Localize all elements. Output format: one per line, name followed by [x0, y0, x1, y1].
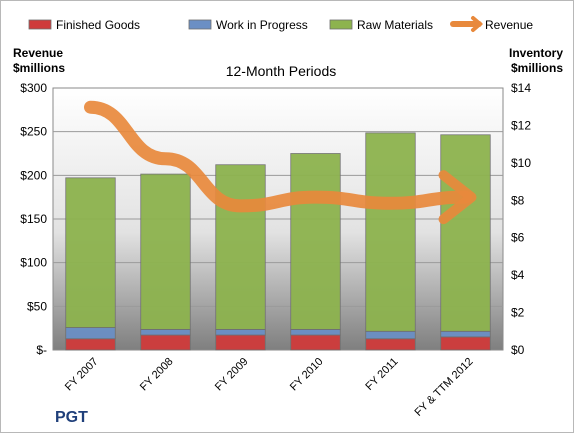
legend-arrow-icon [471, 16, 484, 32]
bar-segment-raw-materials [290, 153, 341, 330]
category-label: FY 2007 [63, 356, 101, 394]
left-axis-title-line2: $millions [13, 61, 65, 75]
bar-segment-work-in-progress [65, 327, 116, 340]
category-label: FY 2008 [138, 356, 176, 394]
right-tick-label: $6 [511, 231, 525, 245]
left-axis-title-line1: Revenue [13, 46, 63, 60]
chart-title: 12-Month Periods [226, 63, 337, 79]
company-label: PGT [55, 409, 88, 426]
category-labels: FY 2007 FY 2008 FY 2009 FY 2010 FY 2011 FY & … [63, 356, 476, 419]
bar-segment-raw-materials [140, 173, 191, 330]
right-tick-label: $2 [511, 306, 525, 320]
right-axis-ticks: $0 $2 $4 $6 $8 $10 $12 $14 [511, 81, 531, 357]
bar-segment-finished-goods [365, 338, 416, 351]
bar-segment-work-in-progress [365, 330, 416, 340]
bar-segment-finished-goods [215, 334, 266, 351]
legend-swatch-raw-materials [329, 19, 353, 30]
revenue-arrowhead [438, 170, 477, 225]
bar-segment-work-in-progress [440, 330, 491, 338]
right-tick-label: $8 [511, 193, 525, 207]
legend-label-raw-materials: Raw Materials [357, 18, 433, 32]
revenue-line [84, 100, 477, 225]
category-label: FY & TTM 2012 [413, 356, 476, 419]
right-tick-label: $0 [511, 343, 525, 357]
left-tick-label: $200 [20, 168, 47, 182]
right-tick-label: $12 [511, 118, 531, 132]
bar-segment-finished-goods [140, 334, 191, 351]
legend-label-finished-goods: Finished Goods [56, 18, 140, 32]
gridlines [53, 131, 503, 307]
bar-segment-finished-goods [290, 334, 341, 351]
right-tick-label: $4 [511, 268, 525, 282]
legend-label-revenue: Revenue [485, 18, 533, 32]
category-label: FY 2009 [213, 356, 251, 394]
bar-segment-work-in-progress [290, 329, 341, 336]
left-tick-label: $250 [20, 125, 47, 139]
left-tick-label: $50 [27, 299, 47, 313]
legend-swatch-finished-goods [28, 19, 52, 30]
bar-segment-raw-materials [440, 134, 491, 332]
legend: Finished Goods Work in Progress Raw Materi… [28, 16, 533, 32]
bar-segment-raw-materials [365, 132, 416, 332]
left-tick-label: $100 [20, 256, 47, 270]
left-axis-ticks: $- $50 $100 $150 $200 $250 $300 [20, 81, 47, 357]
bar-segment-work-in-progress [215, 329, 266, 336]
right-axis-title-line2: $millions [511, 61, 563, 75]
revenue-line-path [84, 100, 472, 213]
bar-stacks [65, 132, 491, 351]
bar-segment-work-in-progress [140, 329, 191, 336]
bar-segment-finished-goods [440, 336, 491, 351]
right-tick-label: $14 [511, 81, 531, 95]
left-tick-label: $150 [20, 212, 47, 226]
right-axis-title-line1: Inventory [509, 46, 563, 60]
category-label: FY 2011 [363, 356, 400, 393]
bar-segment-finished-goods [65, 338, 116, 351]
left-tick-label: $300 [20, 81, 47, 95]
bar-segment-raw-materials [65, 177, 116, 328]
left-tick-label: $- [36, 343, 47, 357]
bar-segment-raw-materials [215, 164, 266, 330]
category-label: FY 2010 [288, 356, 326, 394]
right-tick-label: $10 [511, 156, 531, 170]
legend-swatch-work-in-progress [188, 19, 212, 30]
legend-label-work-in-progress: Work in Progress [216, 18, 308, 32]
